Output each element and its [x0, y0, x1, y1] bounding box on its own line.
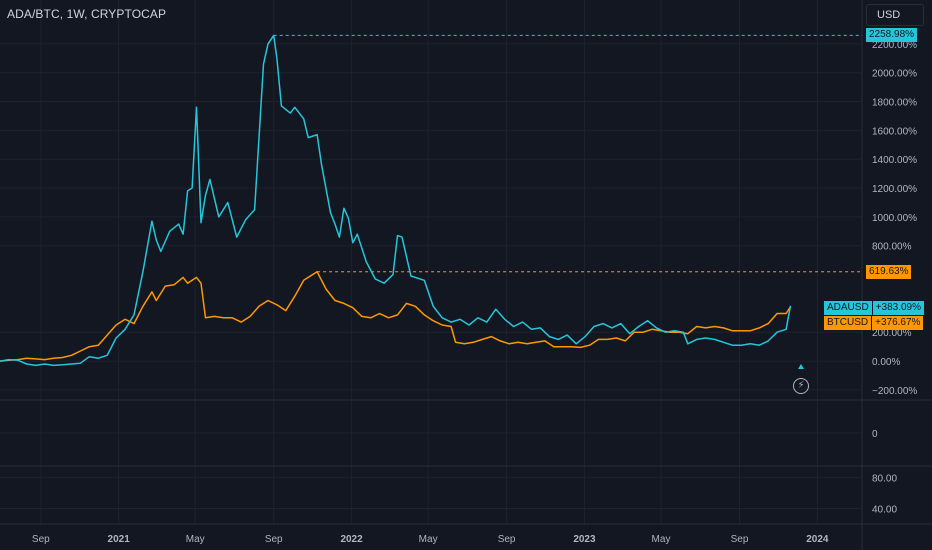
pane3-tick-label: 40.00	[872, 505, 897, 516]
series-value-label: +383.09%	[872, 301, 925, 315]
series-name-label: ADAUSD	[824, 301, 872, 315]
currency-button[interactable]: USD	[866, 4, 924, 26]
y-tick-label: 1000.00%	[872, 213, 917, 224]
x-tick-label: May	[186, 534, 205, 545]
series-line-btcusd	[0, 270, 792, 362]
pane2-tick-label: 0	[872, 429, 878, 440]
y-tick-label: 2000.00%	[872, 69, 917, 80]
series-tag-adausd: ADAUSD +383.09%	[824, 301, 925, 315]
x-tick-label: Sep	[32, 534, 50, 545]
y-tick-label: 1400.00%	[872, 155, 917, 166]
x-tick-label: May	[652, 534, 671, 545]
y-tick-label: 1800.00%	[872, 98, 917, 109]
y-tick-label: 0.00%	[872, 357, 900, 368]
symbol-title: ADA/BTC, 1W, CRYPTOCAP	[7, 7, 167, 21]
x-tick-label: 2021	[108, 534, 131, 545]
y-tick-label: 200.00%	[872, 328, 912, 339]
up-arrow-icon	[798, 364, 804, 369]
pane3-tick-label: 80.00	[872, 474, 897, 485]
x-tick-label: Sep	[265, 534, 283, 545]
y-tick-label: 800.00%	[872, 242, 912, 253]
series-value-label: +376.67%	[872, 316, 924, 330]
y-tick-label: 1600.00%	[872, 126, 917, 137]
x-tick-label: 2022	[340, 534, 363, 545]
y-tick-label: −200.00%	[872, 386, 917, 397]
annotation-price-tag: 2258.98%	[866, 28, 918, 43]
annotation-price-tag: 619.63%	[866, 264, 912, 279]
series-line-adausd	[0, 34, 792, 367]
y-tick-label: 1200.00%	[872, 184, 917, 195]
x-tick-label: Sep	[731, 534, 749, 545]
x-tick-label: Sep	[498, 534, 516, 545]
series-tag-btcusd: BTCUSD +376.67%	[824, 316, 924, 330]
y-tick-label: 2200.00%	[872, 40, 917, 51]
x-tick-label: May	[419, 534, 438, 545]
x-tick-label: 2024	[806, 534, 829, 545]
x-tick-label: 2023	[573, 534, 596, 545]
series-name-label: BTCUSD	[824, 316, 872, 330]
lightning-icon[interactable]: ⚡	[793, 378, 809, 394]
